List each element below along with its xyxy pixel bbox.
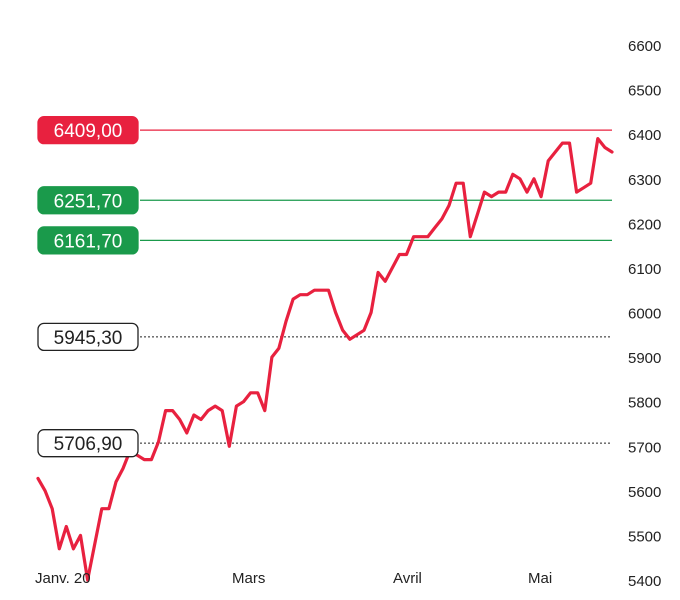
level-label-box: [37, 116, 139, 145]
level-label-text: 6251,70: [54, 191, 123, 212]
level-label-text: 5706,90: [54, 434, 123, 455]
x-tick-label: Mars: [232, 570, 265, 587]
level-labels: 6409,00 6251,70 6161,70 5945,30 5706,90: [37, 116, 139, 458]
x-axis-ticks: Janv. 20 Mars Avril Mai: [35, 570, 552, 587]
level-label-box: [37, 186, 139, 215]
y-tick-label: 6500: [628, 83, 661, 100]
y-tick-label: 5400: [628, 573, 661, 590]
level-label-text: 6409,00: [54, 121, 123, 142]
y-tick-label: 6100: [628, 261, 661, 278]
level-label-text: 6161,70: [54, 231, 123, 252]
level-label-box: [37, 429, 139, 458]
x-tick-label: Avril: [393, 570, 422, 587]
y-tick-label: 5700: [628, 439, 661, 456]
level-label-text: 5945,30: [54, 328, 123, 349]
y-tick-label: 5900: [628, 350, 661, 367]
y-axis-ticks: 5400 5500 5600 5700 5800 5900 6000 6100 6200 6300…: [628, 38, 661, 590]
level-label-box: [37, 226, 139, 255]
y-tick-label: 6300: [628, 172, 661, 189]
y-tick-label: 5600: [628, 484, 661, 501]
x-tick-label: Janv. 20: [35, 570, 91, 587]
y-tick-label: 6000: [628, 306, 661, 323]
y-tick-label: 6600: [628, 38, 661, 55]
level-lines: [140, 129, 612, 444]
y-tick-label: 6200: [628, 216, 661, 233]
y-tick-label: 5800: [628, 395, 661, 412]
level-label-box: [37, 322, 139, 352]
y-tick-label: 5500: [628, 528, 661, 545]
x-tick-label: Mai: [528, 570, 552, 587]
y-tick-label: 6400: [628, 127, 661, 144]
